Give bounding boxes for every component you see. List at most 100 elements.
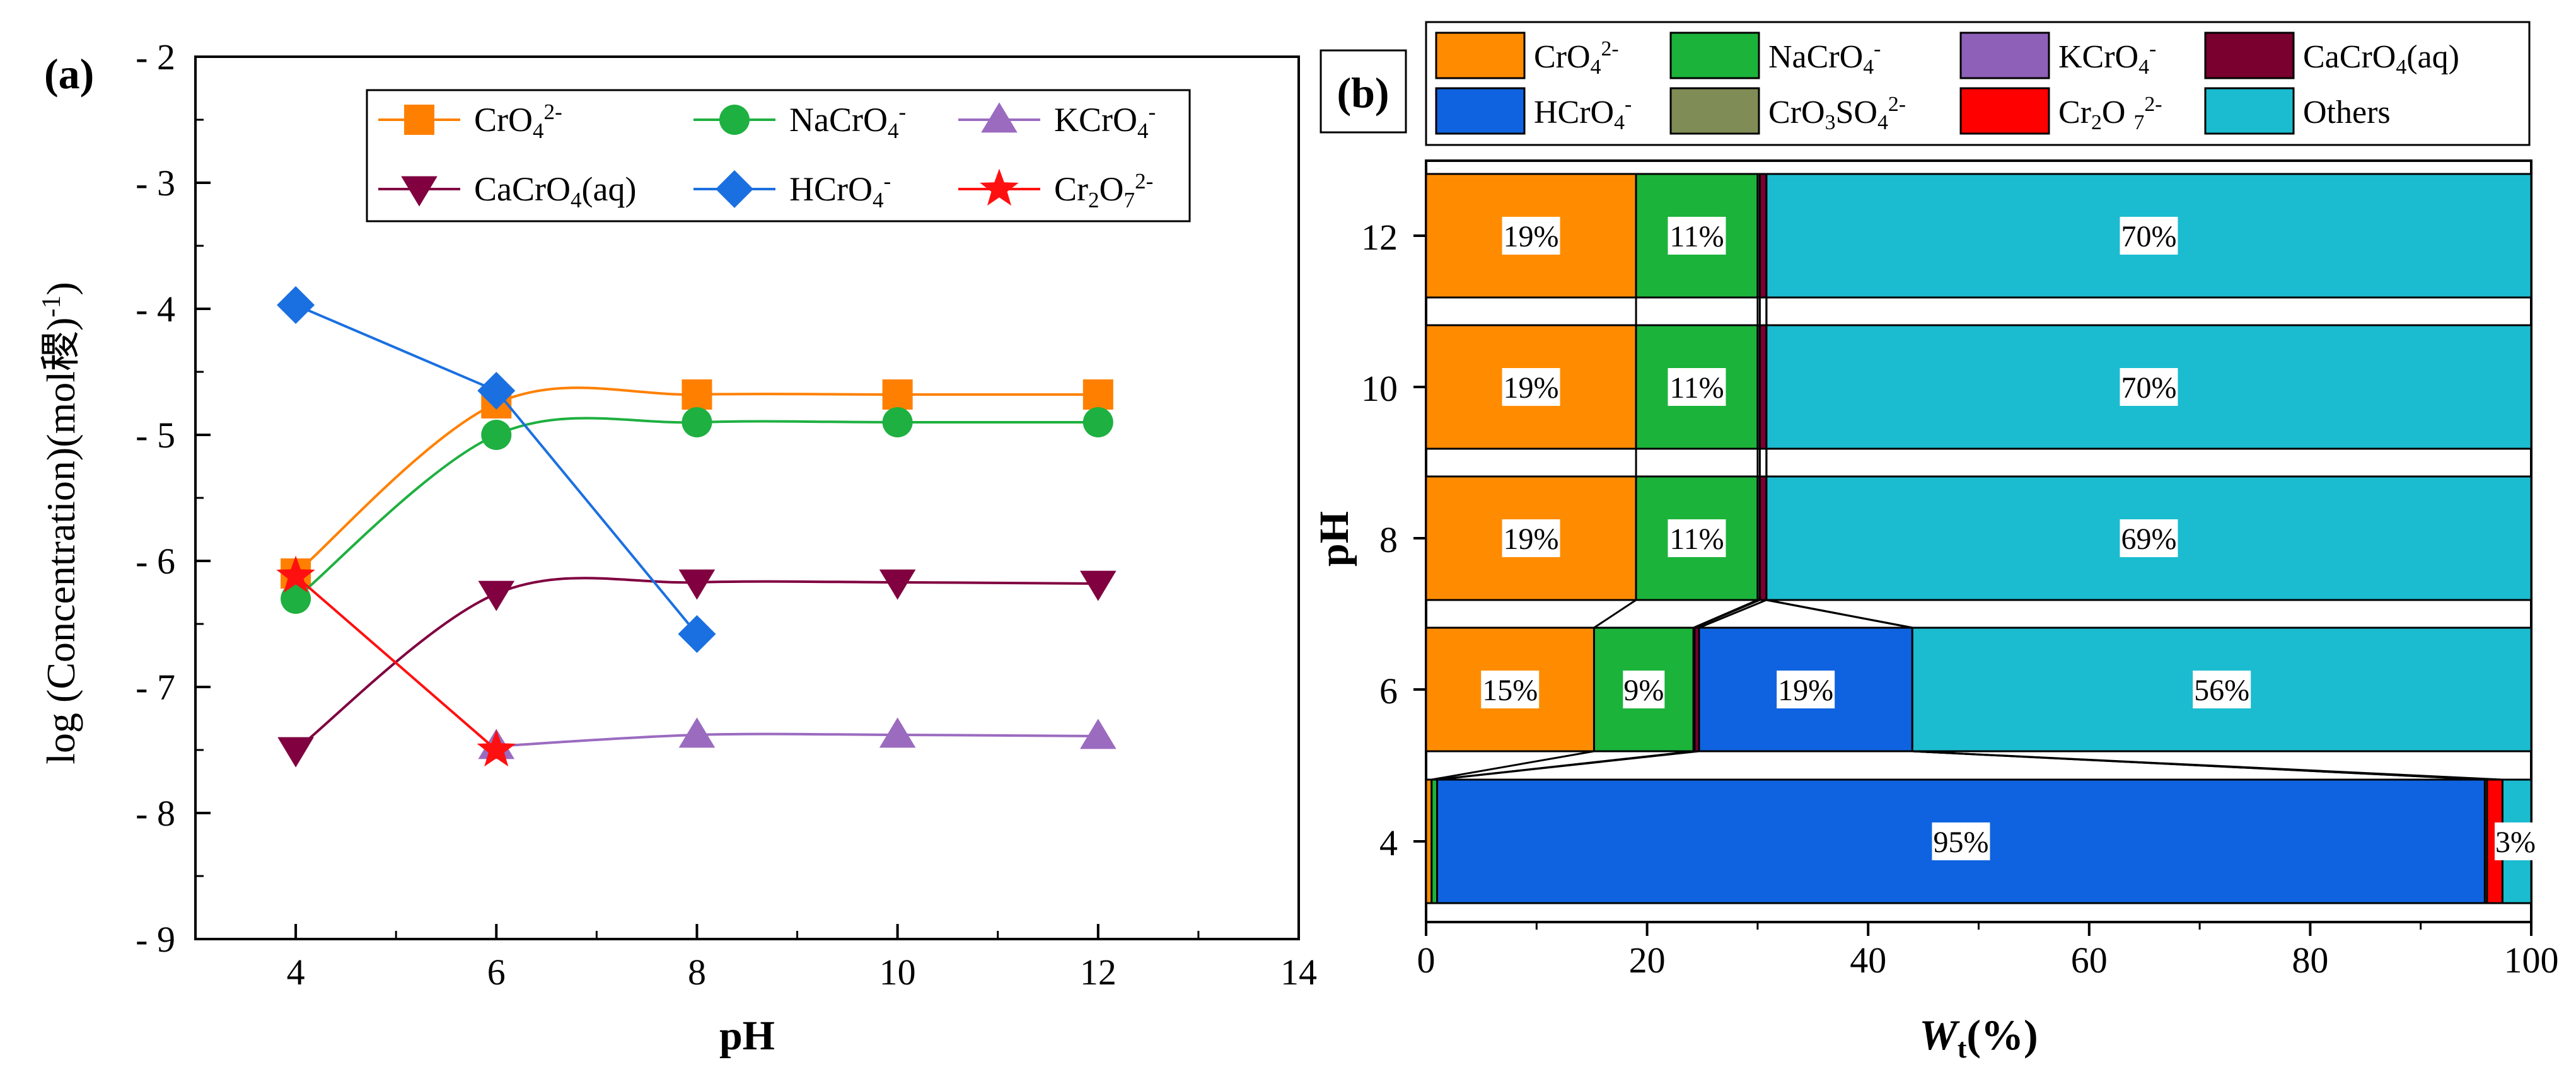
connector-line <box>1698 599 1767 629</box>
data-point <box>879 717 916 748</box>
data-label-bg <box>1502 217 1560 255</box>
series-circle <box>281 407 1113 614</box>
legend-marker <box>981 102 1018 133</box>
legend-label: CaCrO4(aq) <box>474 170 636 212</box>
series-line <box>294 577 1098 751</box>
panel-b-stacked-bar-chart: 12 10 8 6 4 19% 11% 70% 19% 11% 70% 19% 11% 69% 15% 9% 1… <box>1311 21 2559 1064</box>
legend-swatch <box>1435 32 1526 79</box>
x-tick-label: 60 <box>2071 940 2108 981</box>
legend-marker <box>719 105 750 135</box>
x-tick-label: 0 <box>1417 940 1436 981</box>
legend-label: KCrO4- <box>1054 100 1156 143</box>
data-point <box>1080 570 1117 601</box>
data-point <box>276 555 315 593</box>
legend-label: NaCrO4- <box>789 100 906 143</box>
y-tick-label: - 4 <box>136 289 175 330</box>
data-label: 95% <box>1933 826 1988 859</box>
data-label: 19% <box>1778 674 1833 707</box>
data-label-bg <box>1777 671 1835 708</box>
data-point <box>1082 379 1113 410</box>
data-point <box>882 407 913 437</box>
x-tick-label: 6 <box>487 952 506 993</box>
series-line <box>294 575 497 751</box>
data-label-bg <box>1668 368 1726 406</box>
data-label: 11% <box>1669 522 1724 556</box>
y-tick-label: - 9 <box>136 919 175 960</box>
data-label-bg <box>2120 217 2178 255</box>
data-label-bg <box>2495 822 2536 860</box>
data-label-bg <box>1623 671 1665 708</box>
x-tick-label: 10 <box>879 952 916 993</box>
data-label-bg <box>1932 822 1990 860</box>
series-diamond <box>277 286 716 653</box>
data-label: 9% <box>1623 674 1664 707</box>
y-axis-title: log (Concentration)(mol稷)-1) <box>37 282 83 764</box>
y-tick-label: 10 <box>1361 368 1398 409</box>
data-point <box>478 580 515 611</box>
y-tick-label: 4 <box>1379 822 1398 863</box>
legend-label: KCrO4- <box>2058 37 2156 79</box>
x-tick-label: 14 <box>1280 952 1317 993</box>
data-label: 19% <box>1504 522 1559 556</box>
panel-label: (b) <box>1337 69 1389 117</box>
data-label: 19% <box>1504 371 1559 405</box>
panel-a-line-chart: 4 6 8 10 12 14 - 9 - 8 - 7 - 6 - 5 - 4 - 3 - 2 pH log (… <box>37 37 1317 1059</box>
data-label: 15% <box>1482 674 1538 707</box>
data-point <box>678 615 716 653</box>
data-label: 69% <box>2121 522 2176 556</box>
panel-label-frame <box>1320 49 1407 134</box>
bar-group-ph-10 <box>1425 324 2532 450</box>
data-point <box>477 372 516 410</box>
x-axis-title: pH <box>719 1013 775 1059</box>
data-point <box>682 407 712 437</box>
y-tick-label: - 5 <box>136 415 175 456</box>
series-star <box>276 555 516 767</box>
x-tick-label: 20 <box>1629 940 1666 981</box>
legend-label: CaCrO4(aq) <box>2303 39 2459 79</box>
legend-label: Cr2O 72- <box>2058 93 2162 134</box>
y-tick-label: - 8 <box>136 793 175 834</box>
bar-group-ph-6 <box>1425 626 2532 753</box>
data-label-bg <box>1668 217 1726 255</box>
data-label: 11% <box>1669 371 1724 405</box>
legend-swatch <box>2204 32 2295 79</box>
legend-label: CrO42- <box>1534 37 1619 79</box>
legend-label: NaCrO4- <box>1768 37 1881 79</box>
y-tick-label: - 7 <box>136 667 175 708</box>
y-axis-title: pH <box>1311 511 1357 567</box>
legend-label: Others <box>2303 95 2391 130</box>
data-point <box>682 379 712 410</box>
data-label-bg <box>1502 368 1560 406</box>
legend-marker <box>716 170 753 208</box>
y-tick-label: - 3 <box>136 163 175 204</box>
data-label-bg <box>2120 519 2178 557</box>
data-point <box>1080 718 1117 749</box>
legend-label: CrO42- <box>474 100 562 143</box>
y-tick-label: - 6 <box>136 541 175 582</box>
legend-label: CrO3SO42- <box>1768 93 1906 134</box>
connector-line <box>1766 599 1913 629</box>
data-label-bg <box>1502 519 1560 557</box>
x-tick-label: 80 <box>2292 940 2328 981</box>
data-label-bg <box>2120 368 2178 406</box>
connector-line <box>1912 750 2503 781</box>
data-point <box>481 420 512 450</box>
data-point <box>678 717 716 748</box>
legend-label: Cr2O72- <box>1054 169 1153 212</box>
data-label: 56% <box>2194 674 2249 707</box>
x-tick-label: 12 <box>1080 952 1117 993</box>
bar-segment <box>1758 173 1768 299</box>
data-label-bg <box>1668 519 1726 557</box>
data-point <box>879 569 916 600</box>
data-point <box>678 569 716 600</box>
series-triangle-down <box>277 569 1117 768</box>
x-tick-label: 100 <box>2504 940 2559 981</box>
bar-segment <box>1758 324 1768 450</box>
panel-label: (a) <box>44 50 94 98</box>
data-point <box>1082 407 1113 437</box>
data-point <box>277 286 315 324</box>
connector-line <box>1694 599 1760 629</box>
legend-label: HCrO4- <box>1534 93 1632 134</box>
data-label: 70% <box>2121 371 2176 405</box>
